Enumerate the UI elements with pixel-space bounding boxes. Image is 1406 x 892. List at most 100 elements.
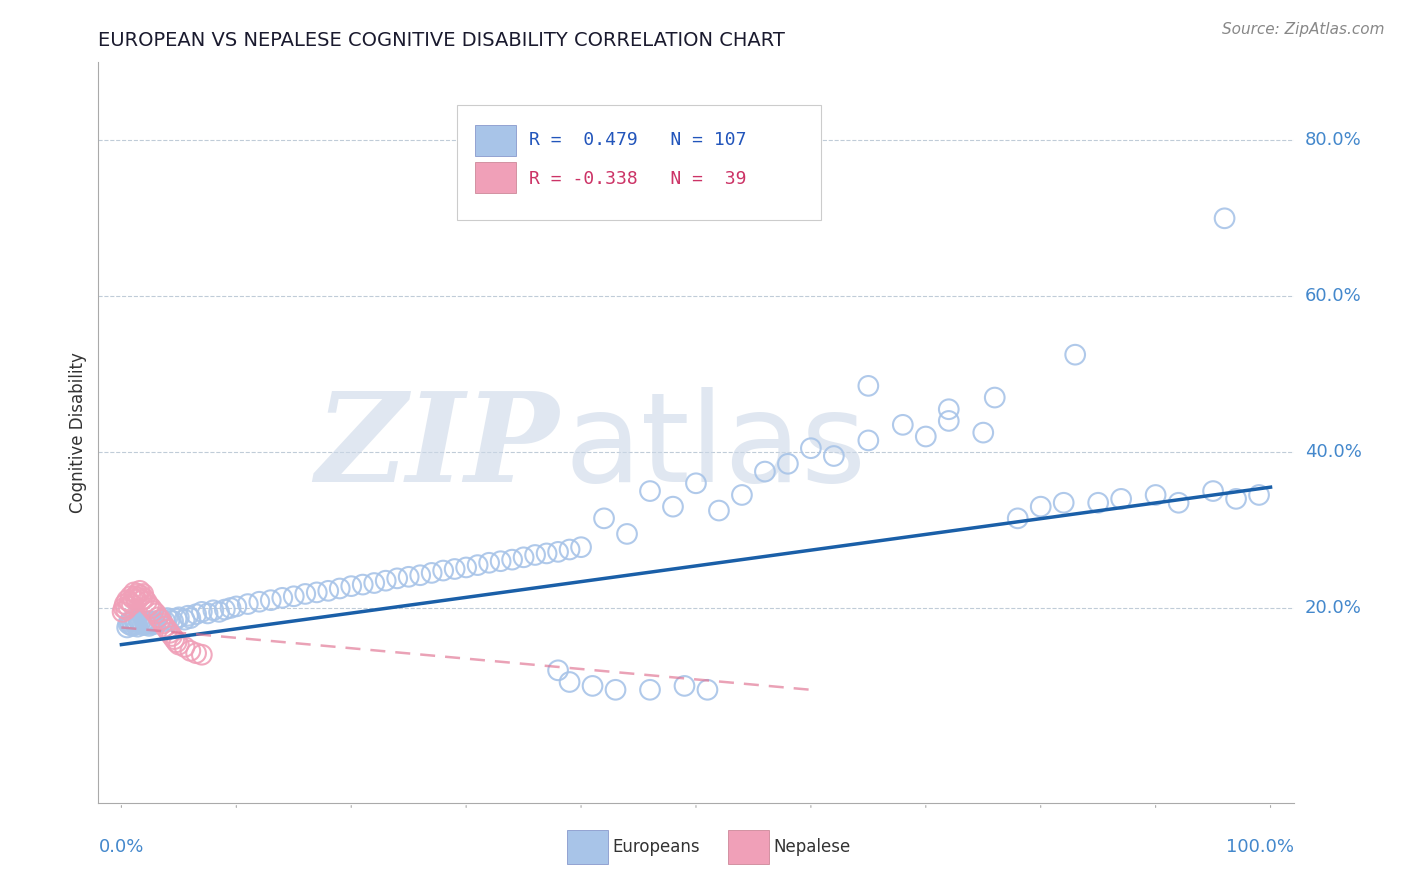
Point [167, 610, 190, 624]
Point [536, 546, 558, 560]
Point [1087, 496, 1109, 510]
Point [122, 613, 145, 627]
Text: Source: ZipAtlas.com: Source: ZipAtlas.com [1222, 22, 1385, 37]
Point [1213, 211, 1236, 226]
Point [569, 540, 592, 554]
Point [124, 589, 146, 603]
Point [1225, 491, 1247, 506]
Point [260, 593, 283, 607]
Point [145, 607, 167, 621]
Point [191, 648, 214, 662]
Point [547, 663, 569, 677]
Point [122, 591, 145, 606]
Point [294, 587, 316, 601]
Point [131, 616, 153, 631]
Text: R =  0.479   N = 107: R = 0.479 N = 107 [529, 131, 747, 149]
Point [984, 391, 1007, 405]
Point [501, 552, 523, 566]
Point [152, 616, 174, 631]
Point [162, 614, 184, 628]
Point [166, 612, 188, 626]
Point [149, 613, 172, 627]
Point [128, 591, 150, 605]
Point [236, 597, 259, 611]
Text: Nepalese: Nepalese [773, 838, 851, 856]
Point [132, 618, 155, 632]
Point [731, 488, 754, 502]
Point [129, 589, 152, 603]
Point [117, 616, 139, 631]
Point [374, 574, 396, 588]
Point [1007, 511, 1029, 525]
Point [134, 591, 156, 606]
FancyBboxPatch shape [567, 830, 607, 864]
Point [148, 610, 170, 624]
Point [120, 618, 142, 632]
Point [247, 595, 270, 609]
Point [143, 614, 166, 628]
Point [115, 620, 138, 634]
Point [141, 615, 163, 629]
Point [145, 616, 167, 631]
Point [122, 585, 145, 599]
Point [163, 632, 186, 647]
Point [432, 564, 454, 578]
Point [128, 583, 150, 598]
Point [316, 583, 339, 598]
Point [776, 457, 799, 471]
Point [129, 614, 152, 628]
Point [124, 617, 146, 632]
Point [972, 425, 994, 440]
Point [173, 640, 195, 654]
Point [478, 556, 501, 570]
Point [605, 682, 627, 697]
Point [283, 589, 305, 603]
Point [153, 620, 176, 634]
Point [156, 623, 179, 637]
Point [385, 571, 409, 585]
Point [754, 465, 776, 479]
Point [135, 615, 157, 630]
Point [938, 414, 960, 428]
Point [662, 500, 685, 514]
FancyBboxPatch shape [475, 162, 516, 194]
Point [139, 616, 162, 631]
Point [305, 585, 328, 599]
Point [122, 619, 145, 633]
Point [177, 608, 200, 623]
Point [524, 548, 547, 562]
Point [340, 579, 363, 593]
Point [159, 626, 181, 640]
Point [117, 599, 139, 614]
Point [121, 614, 143, 628]
Point [547, 545, 569, 559]
Point [179, 611, 201, 625]
Point [558, 542, 581, 557]
Text: Europeans: Europeans [613, 838, 700, 856]
Point [141, 617, 163, 632]
Point [166, 635, 188, 649]
Text: 80.0%: 80.0% [1305, 131, 1361, 149]
Point [271, 591, 294, 605]
Point [581, 679, 603, 693]
Point [696, 682, 718, 697]
Point [208, 605, 231, 619]
Point [160, 629, 183, 643]
Point [638, 484, 661, 499]
Point [125, 593, 148, 607]
Point [1029, 500, 1052, 514]
FancyBboxPatch shape [457, 105, 821, 219]
Point [489, 554, 512, 568]
Point [159, 613, 181, 627]
Point [1144, 488, 1167, 502]
Point [1109, 491, 1132, 506]
Point [153, 614, 176, 628]
Text: 0.0%: 0.0% [98, 838, 143, 855]
Point [142, 615, 165, 630]
Point [111, 605, 134, 619]
Point [673, 679, 696, 693]
Point [135, 617, 157, 632]
Point [638, 682, 661, 697]
Point [114, 597, 136, 611]
Point [593, 511, 616, 525]
